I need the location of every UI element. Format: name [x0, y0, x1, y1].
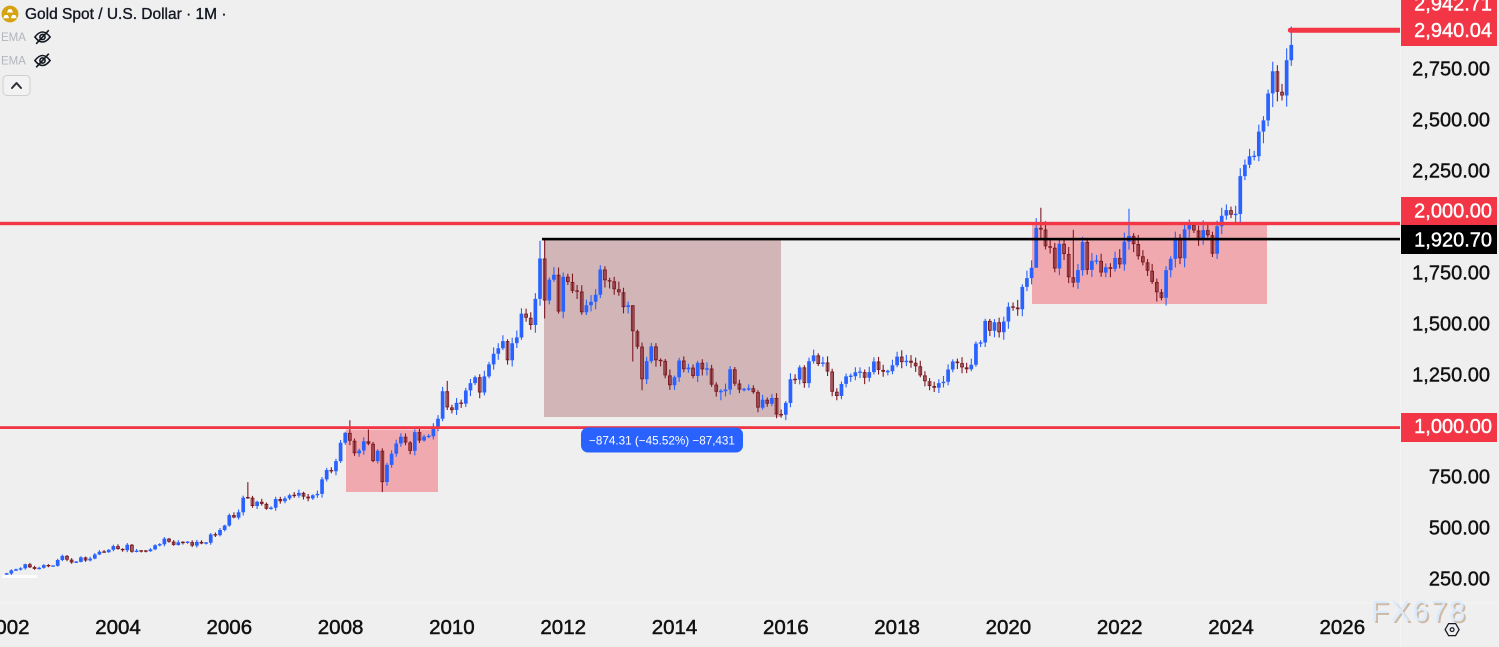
svg-text:1,000.00: 1,000.00 — [1414, 416, 1492, 438]
svg-text:2020: 2020 — [986, 616, 1032, 639]
svg-text:1,250.00: 1,250.00 — [1412, 365, 1490, 387]
svg-text:2004: 2004 — [95, 616, 141, 639]
svg-text:1,920.70: 1,920.70 — [1414, 229, 1492, 251]
svg-text:2006: 2006 — [206, 616, 252, 639]
svg-text:2008: 2008 — [318, 616, 364, 639]
svg-text:FX678: FX678 — [1373, 598, 1469, 630]
svg-text:2,250.00: 2,250.00 — [1412, 161, 1490, 183]
svg-text:2018: 2018 — [874, 616, 920, 639]
svg-text:2014: 2014 — [652, 616, 698, 639]
svg-text:250.00: 250.00 — [1429, 569, 1490, 591]
svg-text:2026: 2026 — [1319, 616, 1365, 639]
svg-text:2012: 2012 — [540, 616, 586, 639]
svg-text:EMA: EMA — [1, 56, 26, 68]
svg-text:2,940.04: 2,940.04 — [1414, 20, 1492, 42]
svg-text:750.00: 750.00 — [1429, 467, 1490, 489]
svg-text:FX678: FX678 — [1371, 596, 1467, 628]
svg-text:2022: 2022 — [1097, 616, 1143, 639]
svg-text:2010: 2010 — [429, 616, 475, 639]
svg-text:2002: 2002 — [0, 616, 30, 639]
svg-text:2,500.00: 2,500.00 — [1412, 110, 1490, 132]
svg-text:500.00: 500.00 — [1429, 518, 1490, 540]
svg-text:2016: 2016 — [763, 616, 809, 639]
svg-text:EMA: EMA — [1, 32, 26, 44]
svg-text:1,500.00: 1,500.00 — [1412, 314, 1490, 336]
svg-text:−874.31 (−45.52%) −87,431: −874.31 (−45.52%) −87,431 — [589, 434, 735, 447]
svg-text:2,000.00: 2,000.00 — [1414, 201, 1492, 223]
svg-text:2,750.00: 2,750.00 — [1412, 59, 1490, 81]
svg-text:Gold Spot / U.S. Dollar · 1M ·: Gold Spot / U.S. Dollar · 1M · — [25, 6, 227, 23]
svg-text:1,750.00: 1,750.00 — [1412, 263, 1490, 285]
svg-text:2024: 2024 — [1208, 616, 1254, 639]
svg-text:2,942.71: 2,942.71 — [1414, 0, 1492, 15]
